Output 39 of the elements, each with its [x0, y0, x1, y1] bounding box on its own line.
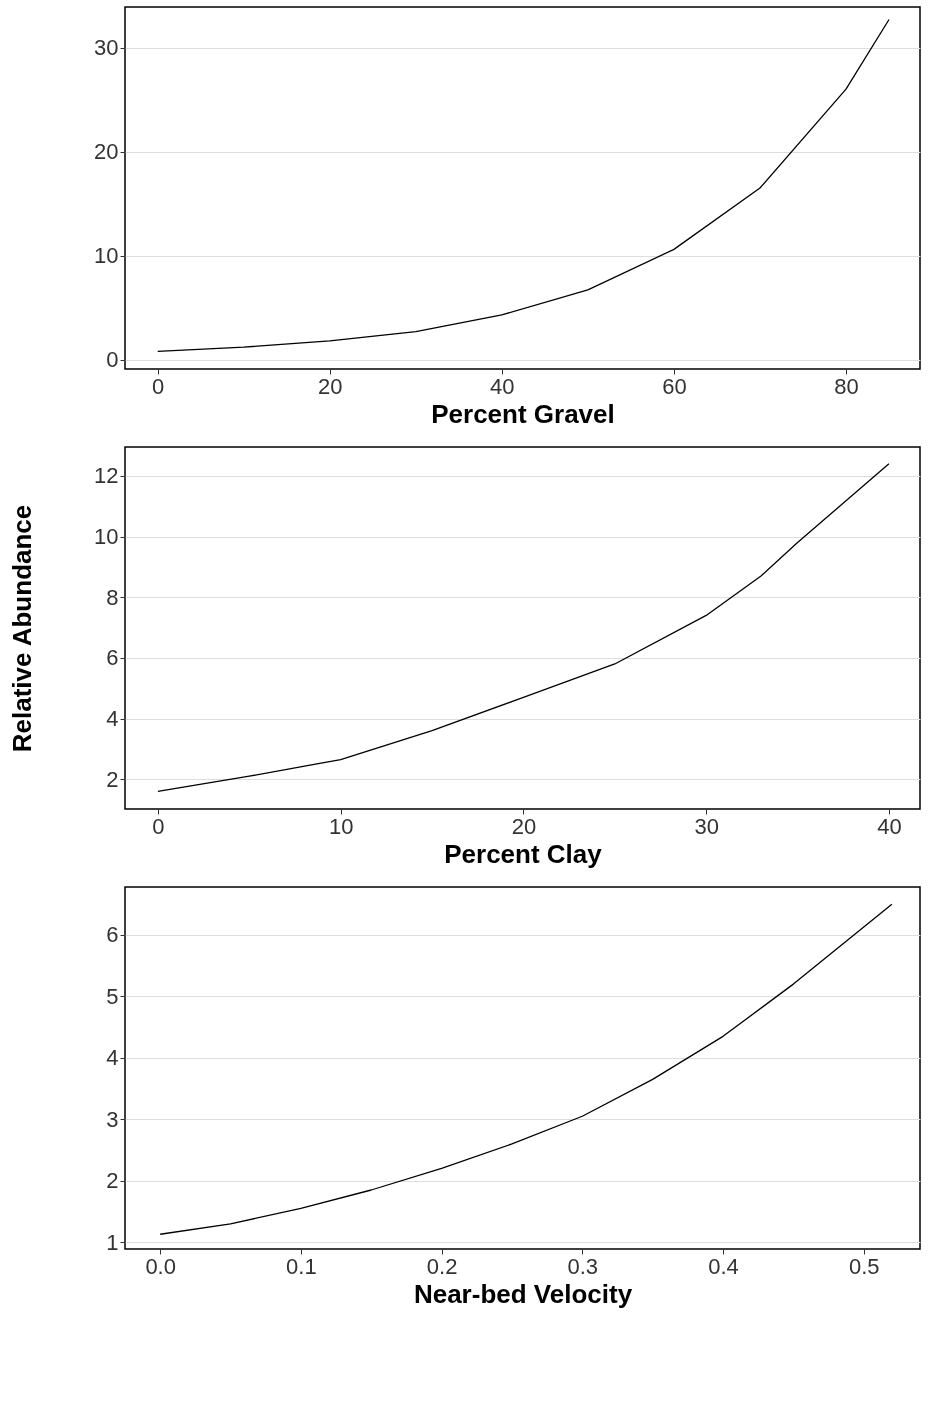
- y-tick-label: 20: [94, 139, 119, 165]
- y-tick-label: 4: [106, 706, 119, 732]
- x-tick-label: 20: [318, 373, 343, 399]
- x-tick-label: 0: [152, 813, 165, 839]
- line-series: [157, 18, 890, 352]
- x-tick-label: 0.3: [567, 1253, 599, 1279]
- y-tick-label: 10: [94, 524, 119, 550]
- x-tick-label: 20: [511, 813, 537, 839]
- y-tick-label: 5: [106, 983, 119, 1009]
- x-tick-label: 0: [152, 373, 165, 399]
- x-tick-label: 0.1: [286, 1253, 317, 1279]
- y-tick-label: 30: [94, 35, 119, 61]
- x-tick-label: 30: [694, 813, 719, 839]
- x-axis-title: Near-bed Velocity: [413, 1278, 633, 1309]
- x-tick-label: 10: [328, 813, 354, 839]
- y-tick-label: 0: [106, 347, 119, 373]
- y-tick-label: 6: [106, 645, 119, 671]
- line-series: [159, 903, 893, 1235]
- y-tick-label: 10: [94, 243, 119, 269]
- line-series: [157, 463, 890, 793]
- y-tick-label: 2: [106, 1168, 119, 1194]
- x-tick-label: 40: [490, 373, 515, 399]
- y-tick-label: 12: [94, 463, 119, 489]
- y-tick-label: 8: [106, 584, 119, 610]
- y-tick-label: 1: [106, 1229, 119, 1255]
- x-tick-label: 80: [834, 373, 859, 399]
- x-tick-label: 0.2: [426, 1253, 458, 1279]
- x-tick-label: 0.5: [848, 1253, 880, 1279]
- x-axis-title: Percent Clay: [444, 838, 603, 869]
- x-tick-label: 60: [662, 373, 687, 399]
- x-tick-label: 0.4: [708, 1253, 739, 1279]
- y-tick-label: 2: [106, 766, 119, 792]
- x-tick-label: 40: [877, 813, 902, 839]
- x-tick-label: 0.0: [145, 1253, 176, 1279]
- x-axis-title: Percent Gravel: [431, 398, 615, 429]
- y-tick-label: 4: [106, 1045, 119, 1071]
- y-axis-title: Relative Abundance: [6, 504, 37, 753]
- y-tick-label: 6: [106, 922, 119, 948]
- y-tick-label: 3: [106, 1106, 119, 1132]
